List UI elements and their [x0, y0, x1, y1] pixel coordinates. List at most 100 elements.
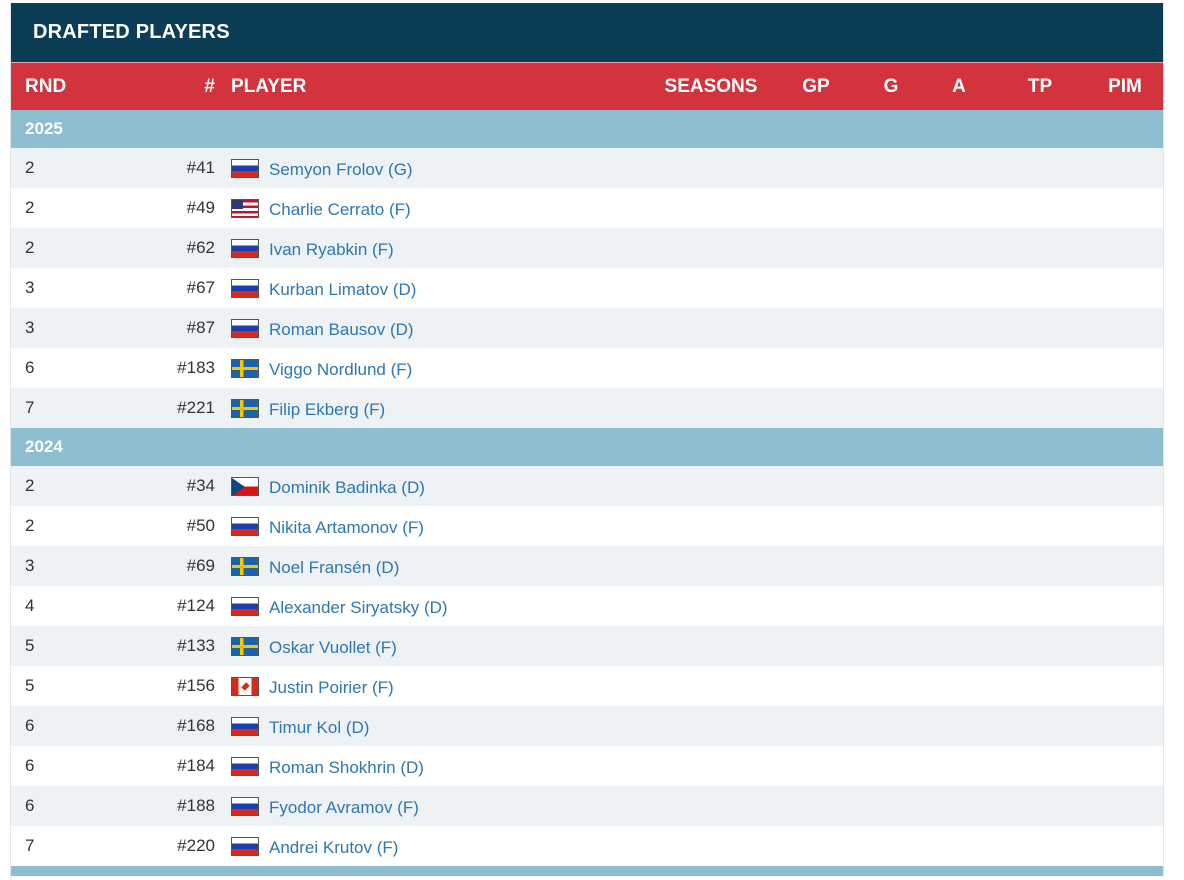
player-name-link[interactable]: Charlie Cerrato (F)	[269, 200, 411, 219]
russia-flag-icon	[231, 836, 259, 856]
col-header-g[interactable]: G	[883, 75, 899, 97]
player-cell: Roman Shokhrin (D)	[215, 754, 641, 778]
round-cell: 2	[25, 198, 35, 217]
player-name-link[interactable]: Andrei Krutov (F)	[269, 838, 399, 857]
table-row: 5 #133 Oskar Vuollet (F)	[11, 626, 1163, 666]
sweden-flag-icon	[231, 636, 259, 656]
russia-flag-icon	[231, 756, 259, 776]
pick-number-cell: #41	[186, 158, 215, 177]
col-header-rnd[interactable]: RND	[25, 75, 67, 97]
next-year-row-edge	[11, 866, 1163, 876]
player-cell: Semyon Frolov (G)	[215, 156, 641, 180]
round-cell: 7	[25, 836, 35, 855]
player-cell: Filip Ekberg (F)	[215, 396, 641, 420]
russia-flag-icon	[231, 716, 259, 736]
pick-number-cell: #156	[177, 676, 215, 695]
pick-number-cell: #221	[177, 398, 215, 417]
table-row: 6 #183 Viggo Nordlund (F)	[11, 348, 1163, 388]
player-name-link[interactable]: Roman Shokhrin (D)	[269, 758, 424, 777]
player-cell: Timur Kol (D)	[215, 714, 641, 738]
player-cell: Viggo Nordlund (F)	[215, 356, 641, 380]
round-cell: 7	[25, 398, 35, 417]
round-cell: 4	[25, 596, 35, 615]
table-row: 6 #188 Fyodor Avramov (F)	[11, 786, 1163, 826]
russia-flag-icon	[231, 516, 259, 536]
player-cell: Noel Fransén (D)	[215, 554, 641, 578]
col-header-tp[interactable]: TP	[1027, 75, 1053, 97]
russia-flag-icon	[231, 318, 259, 338]
player-name-link[interactable]: Ivan Ryabkin (F)	[269, 240, 394, 259]
sweden-flag-icon	[231, 398, 259, 418]
round-cell: 2	[25, 238, 35, 257]
table-row: 3 #69 Noel Fransén (D)	[11, 546, 1163, 586]
player-name-link[interactable]: Oskar Vuollet (F)	[269, 638, 397, 657]
russia-flag-icon	[231, 796, 259, 816]
player-cell: Dominik Badinka (D)	[215, 474, 641, 498]
player-name-link[interactable]: Roman Bausov (D)	[269, 320, 414, 339]
pick-number-cell: #188	[177, 796, 215, 815]
russia-flag-icon	[231, 158, 259, 178]
panel-title: DRAFTED PLAYERS	[11, 3, 1163, 62]
table-row: 2 #41 Semyon Frolov (G)	[11, 148, 1163, 188]
player-name-link[interactable]: Noel Fransén (D)	[269, 558, 400, 577]
year-group-row: 2025	[11, 110, 1163, 148]
col-header-player[interactable]: PLAYER	[231, 75, 307, 97]
col-header-pick-number[interactable]: #	[204, 75, 215, 97]
player-name-link[interactable]: Timur Kol (D)	[269, 718, 370, 737]
player-cell: Nikita Artamonov (F)	[215, 514, 641, 538]
pick-number-cell: #183	[177, 358, 215, 377]
table-row: 6 #184 Roman Shokhrin (D)	[11, 746, 1163, 786]
russia-flag-icon	[231, 238, 259, 258]
col-header-a[interactable]: A	[952, 75, 966, 97]
drafted-players-panel: DRAFTED PLAYERS RND # PLAYER SEASONS GP …	[10, 3, 1164, 880]
round-cell: 2	[25, 516, 35, 535]
player-name-link[interactable]: Nikita Artamonov (F)	[269, 518, 424, 537]
russia-flag-icon	[231, 278, 259, 298]
col-header-seasons[interactable]: SEASONS	[664, 75, 758, 97]
round-cell: 2	[25, 158, 35, 177]
player-cell: Charlie Cerrato (F)	[215, 196, 641, 220]
player-cell: Kurban Limatov (D)	[215, 276, 641, 300]
table-body: 2025 2 #41 Semyon Frolov (G) 2 #49 Charlie Cer…	[11, 110, 1163, 866]
player-name-link[interactable]: Fyodor Avramov (F)	[269, 798, 419, 817]
player-cell: Roman Bausov (D)	[215, 316, 641, 340]
table-row: 7 #220 Andrei Krutov (F)	[11, 826, 1163, 866]
col-header-gp[interactable]: GP	[802, 75, 830, 97]
russia-flag-icon	[231, 596, 259, 616]
pick-number-cell: #133	[177, 636, 215, 655]
pick-number-cell: #220	[177, 836, 215, 855]
player-name-link[interactable]: Semyon Frolov (G)	[269, 160, 413, 179]
year-group-row: 2024	[11, 428, 1163, 466]
table-row: 3 #87 Roman Bausov (D)	[11, 308, 1163, 348]
player-name-link[interactable]: Dominik Badinka (D)	[269, 478, 425, 497]
pick-number-cell: #50	[186, 516, 215, 535]
player-cell: Ivan Ryabkin (F)	[215, 236, 641, 260]
table-row: 7 #221 Filip Ekberg (F)	[11, 388, 1163, 428]
table-row: 2 #49 Charlie Cerrato (F)	[11, 188, 1163, 228]
table-row: 4 #124 Alexander Siryatsky (D)	[11, 586, 1163, 626]
pick-number-cell: #124	[177, 596, 215, 615]
col-header-pim[interactable]: PIM	[1108, 75, 1142, 97]
player-name-link[interactable]: Filip Ekberg (F)	[269, 400, 386, 419]
sweden-flag-icon	[231, 358, 259, 378]
table-row: 2 #62 Ivan Ryabkin (F)	[11, 228, 1163, 268]
round-cell: 3	[25, 556, 35, 575]
player-name-link[interactable]: Viggo Nordlund (F)	[269, 360, 413, 379]
player-name-link[interactable]: Kurban Limatov (D)	[269, 280, 417, 299]
table-row: 5 #156 Justin Poirier (F)	[11, 666, 1163, 706]
round-cell: 6	[25, 716, 35, 735]
player-cell: Oskar Vuollet (F)	[215, 634, 641, 658]
round-cell: 6	[25, 358, 35, 377]
sweden-flag-icon	[231, 556, 259, 576]
pick-number-cell: #49	[186, 198, 215, 217]
czech-flag-icon	[231, 476, 259, 496]
player-cell: Andrei Krutov (F)	[215, 834, 641, 858]
round-cell: 6	[25, 756, 35, 775]
table-row: 2 #34 Dominik Badinka (D)	[11, 466, 1163, 506]
round-cell: 3	[25, 318, 35, 337]
player-name-link[interactable]: Alexander Siryatsky (D)	[269, 598, 448, 617]
round-cell: 5	[25, 636, 35, 655]
round-cell: 6	[25, 796, 35, 815]
player-name-link[interactable]: Justin Poirier (F)	[269, 678, 394, 697]
round-cell: 5	[25, 676, 35, 695]
